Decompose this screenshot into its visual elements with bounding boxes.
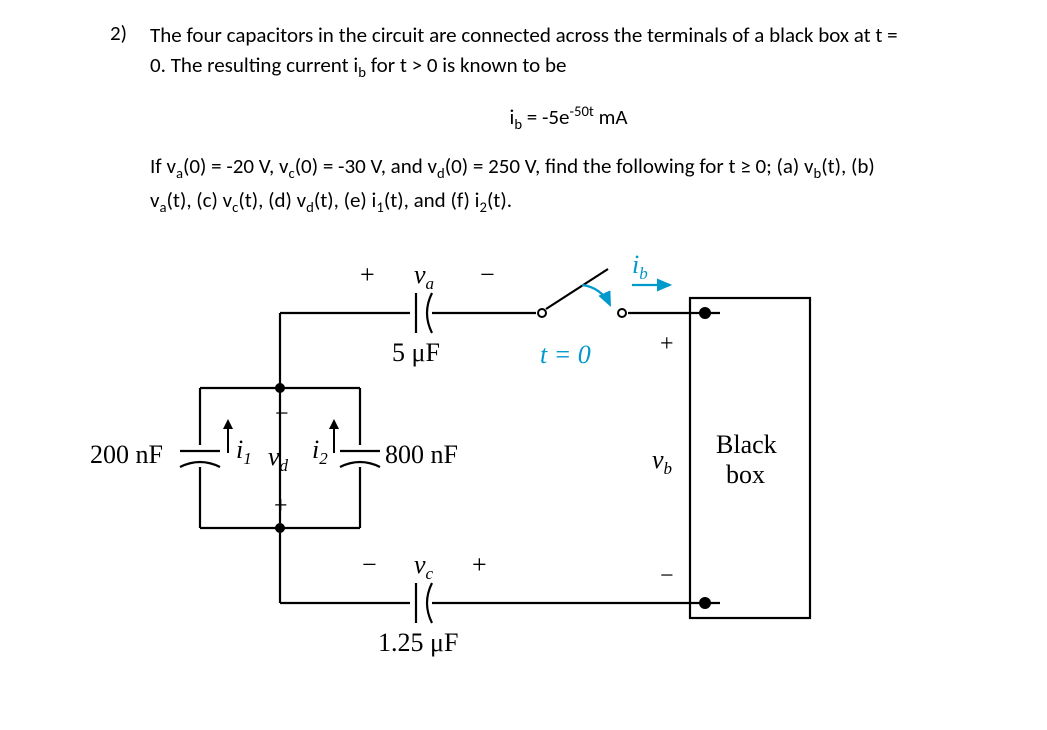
cap-bot-value: 1.25 μF [378,628,458,657]
terminal-bottom [699,597,711,609]
text-line2a: 0. The resulting current i [150,52,358,78]
circuit-svg: ib + va − 5 μF 200 nF [80,243,840,663]
l3d: d [437,164,445,182]
i2-arrowhead [329,419,339,429]
l3p: If v [150,153,176,179]
circuit-diagram: ib + va − 5 μF 200 nF [80,243,987,668]
l3m1: (0) = -20 V, v [183,153,288,179]
problem-number: 2) [110,20,127,46]
page: 2) The four capacitors in the circuit ar… [0,0,1047,730]
va-label: va [414,260,434,293]
blackbox-line2: box [726,460,765,489]
switch-label: t = 0 [540,340,591,369]
l4d: d [306,198,314,216]
l4m4: (t), and (f) i [384,187,480,213]
vd-plus: + [274,493,288,519]
vc-minus: − [362,550,377,579]
switch-hinge [538,309,546,317]
l4a: a [160,198,167,216]
l3m2: (0) = -30 V, and v [295,153,437,179]
switch-arc [582,285,610,305]
text-line1: The four capacitors in the circuit are c… [150,22,898,48]
l3e: (t), (b) [821,153,875,179]
cap-left-plate-bottom [180,462,220,467]
vc-label: vc [414,550,434,583]
problem-statement: The four capacitors in the circuit are c… [150,20,987,84]
cap-mid-plate-bottom [340,462,380,467]
l3a: a [176,164,183,182]
text-line2-sub: b [358,64,366,82]
ib-label: ib [632,250,648,283]
blackbox-line1: Black [716,430,777,459]
l4p: v [150,187,160,213]
terminal-top [699,307,711,319]
cap-mid-value: 800 nF [385,440,458,469]
cap-top-value: 5 μF [392,338,440,367]
l4m1: (t), (c) v [167,187,233,213]
switch-arm [546,269,608,309]
l41: 1 [376,198,383,216]
cap-top-plate-right [427,293,432,333]
l4e: (t). [487,187,512,213]
l4m2: (t), (d) v [238,187,306,213]
va-minus: − [480,260,495,289]
vb-label: vb [652,445,672,478]
vd-label: vd [268,442,289,475]
switch-contact [618,309,626,317]
vb-plus: + [660,331,674,357]
cap-left-value: 200 nF [90,440,163,469]
l42: 2 [479,198,486,216]
l3m3: (0) = 250 V, find the following for t ≥ … [445,153,814,179]
vb-minus: − [660,563,674,589]
cap-bot-plate-right [427,583,432,623]
problem-conditions: If va(0) = -20 V, vc(0) = -30 V, and vd(… [150,151,987,218]
vd-minus: − [275,401,289,427]
va-plus: + [360,260,375,289]
text-line2b: for t > 0 is known to be [366,52,567,78]
l4m3: (t), (e) i [314,187,377,213]
i2-label: i2 [312,435,328,468]
equation-ib: ib = -5e-50t mA [150,102,987,133]
vc-plus: + [472,550,487,579]
i1-arrowhead [223,419,233,429]
i1-label: i1 [236,435,252,468]
